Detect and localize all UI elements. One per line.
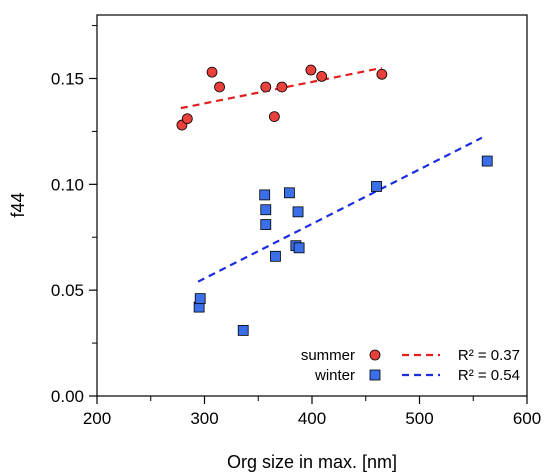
winter-point xyxy=(292,206,304,218)
summer-point xyxy=(316,70,328,82)
summer-point xyxy=(206,66,218,78)
x-tick-label: 600 xyxy=(513,409,541,428)
winter-fit-line xyxy=(197,136,483,283)
legend-r2-summer: R² = 0.37 xyxy=(458,347,520,364)
summer-point xyxy=(268,111,280,122)
winter-point xyxy=(293,242,305,254)
y-tick-label: 0.15 xyxy=(51,70,84,89)
legend: summer R² = 0.37 winter R² = 0.54 xyxy=(301,347,520,384)
x-axis: 200 300 400 500 600 xyxy=(83,396,541,428)
x-tick-label: 500 xyxy=(405,409,433,428)
legend-r2-winter: R² = 0.54 xyxy=(458,367,520,384)
summer-point xyxy=(276,81,288,93)
x-tick-label: 200 xyxy=(83,409,111,428)
y-axis: 0.00 0.05 0.10 0.15 xyxy=(51,25,97,406)
summer-point xyxy=(214,81,225,93)
summer-point xyxy=(305,64,317,76)
data-markers xyxy=(176,64,493,336)
winter-point xyxy=(260,204,272,216)
fit-lines xyxy=(180,66,483,283)
y-tick-label: 0.00 xyxy=(51,387,84,406)
summer-point xyxy=(376,68,388,80)
winter-point xyxy=(260,219,272,230)
legend-marker-summer xyxy=(369,349,381,361)
winter-point xyxy=(371,181,382,192)
summer-point xyxy=(181,113,193,125)
y-tick-label: 0.10 xyxy=(51,175,84,194)
winter-point xyxy=(259,189,271,201)
legend-label-summer: summer xyxy=(301,347,355,364)
x-tick-label: 400 xyxy=(298,409,326,428)
winter-point xyxy=(270,250,281,262)
x-axis-label: Org size in max. [nm] xyxy=(227,452,397,472)
legend-label-winter: winter xyxy=(314,367,355,384)
legend-marker-winter xyxy=(369,369,381,381)
x-tick-label: 300 xyxy=(190,409,218,428)
summer-point xyxy=(260,81,272,93)
winter-point xyxy=(284,187,295,199)
winter-point xyxy=(194,293,206,305)
y-axis-label: f44 xyxy=(8,192,28,217)
winter-point xyxy=(237,324,249,336)
winter-point xyxy=(481,155,493,167)
y-tick-label: 0.05 xyxy=(51,281,84,300)
